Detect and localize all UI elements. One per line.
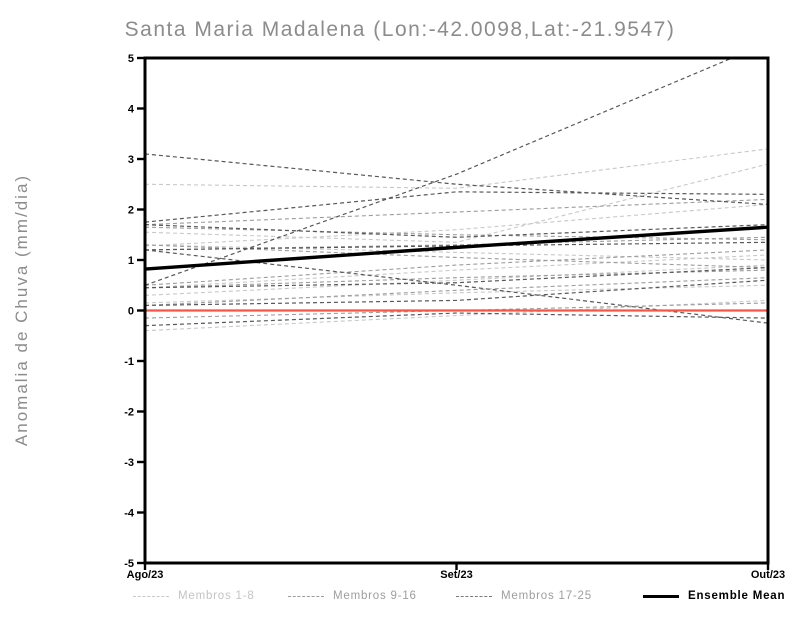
member-line — [145, 236, 768, 251]
legend-item-membros-1-8: Membros 1-8 — [133, 587, 255, 605]
member-line — [145, 163, 768, 243]
x-tick-label: Set/23 — [440, 569, 472, 581]
member-line — [145, 226, 768, 241]
member-line — [145, 277, 768, 306]
y-tick-label: 5 — [128, 53, 134, 65]
solid-line-swatch — [643, 594, 679, 598]
y-tick-label: -3 — [124, 457, 134, 469]
legend-item-ensemble-mean: Ensemble Mean — [643, 587, 785, 605]
x-tick-label: Ago/23 — [127, 569, 164, 581]
member-line — [145, 58, 734, 286]
legend-item-membros-17-25: Membros 17-25 — [456, 587, 592, 605]
x-tick-label: Out/23 — [751, 569, 785, 581]
y-tick-label: -2 — [124, 407, 134, 419]
legend-label: Membros 1-8 — [178, 590, 255, 602]
member-line — [145, 224, 768, 238]
member-line — [145, 203, 768, 247]
member-line — [145, 249, 768, 286]
member-line — [145, 198, 768, 226]
member-line — [145, 191, 768, 223]
dashed-line-swatch — [133, 595, 169, 597]
legend-item-membros-9-16: Membros 9-16 — [288, 587, 417, 605]
y-tick-label: -1 — [124, 356, 134, 368]
member-line — [145, 153, 768, 206]
dashed-line-swatch — [456, 595, 492, 597]
plot-frame — [143, 56, 770, 565]
legend-label: Membros 17-25 — [501, 590, 592, 602]
dashed-line-swatch — [288, 595, 324, 597]
member-line — [145, 284, 768, 304]
chart-title: Santa Maria Madalena (Lon:-42.0098,Lat:-… — [124, 18, 676, 41]
ensemble-mean-line — [145, 225, 768, 271]
y-tick-label: 0 — [128, 306, 134, 318]
member-line — [145, 279, 768, 307]
member-line — [145, 266, 768, 289]
y-tick-label: -5 — [124, 558, 134, 570]
y-tick-label: 2 — [128, 205, 134, 217]
y-tick-label: 3 — [128, 154, 134, 166]
legend: Membros 1-8 Membros 9-16 Membros 17-25 E… — [0, 587, 800, 607]
y-tick-label: 4 — [128, 104, 135, 116]
legend-label: Ensemble Mean — [688, 590, 786, 602]
member-line — [145, 148, 768, 189]
y-tick-label: 1 — [128, 255, 134, 267]
legend-label: Membros 9-16 — [333, 590, 417, 602]
y-tick-label: -4 — [124, 508, 135, 520]
member-line — [145, 312, 768, 327]
member-line — [145, 244, 768, 261]
member-line — [145, 244, 768, 269]
member-line — [145, 264, 768, 296]
member-line — [145, 254, 768, 289]
